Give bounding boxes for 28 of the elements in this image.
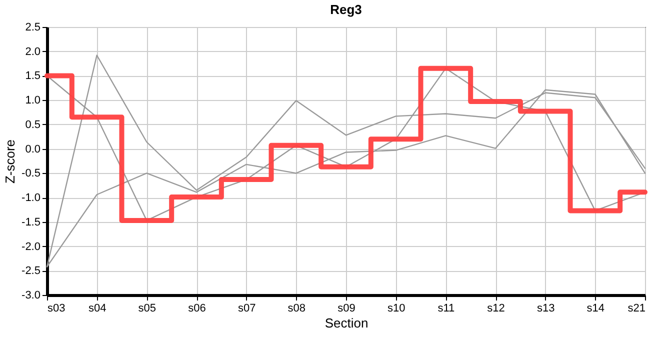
- y-tick-label: -2.0: [22, 240, 40, 253]
- y-tick-label: -0.5: [22, 168, 40, 180]
- x-tick-label: s09: [338, 302, 356, 314]
- y-tick-label: 0.5: [25, 118, 40, 131]
- y-tick-label: -1.0: [22, 192, 40, 204]
- y-tick-label: 2.0: [25, 46, 40, 58]
- y-tick-label: 0.0: [25, 143, 40, 156]
- y-tick-label: -2.5: [22, 265, 40, 278]
- x-tick-label: s12: [487, 302, 505, 314]
- x-tick-label: s13: [536, 302, 555, 314]
- x-tick-label: s10: [387, 302, 406, 314]
- y-axis-title: Z-score: [2, 139, 18, 184]
- x-tick-label: s14: [586, 302, 605, 314]
- x-tick-label: s11: [438, 302, 455, 314]
- y-tick-label: 1.5: [25, 70, 40, 82]
- y-tick-label: -3.0: [22, 290, 40, 302]
- x-tick-label: s07: [238, 302, 256, 314]
- x-tick-label: s03: [48, 302, 66, 314]
- x-tick-label: s08: [288, 302, 306, 314]
- x-tick-label: s06: [188, 302, 206, 314]
- x-tick-label: s04: [88, 302, 106, 314]
- y-tick-label: 2.5: [25, 22, 40, 34]
- x-tick-label: s21: [628, 302, 646, 314]
- y-tick-label: 1.0: [25, 94, 40, 107]
- chart-title: Reg3: [330, 2, 362, 17]
- x-axis-title: Section: [324, 316, 368, 330]
- x-tick-label: s05: [138, 302, 156, 314]
- y-tick-label: -1.5: [22, 216, 40, 228]
